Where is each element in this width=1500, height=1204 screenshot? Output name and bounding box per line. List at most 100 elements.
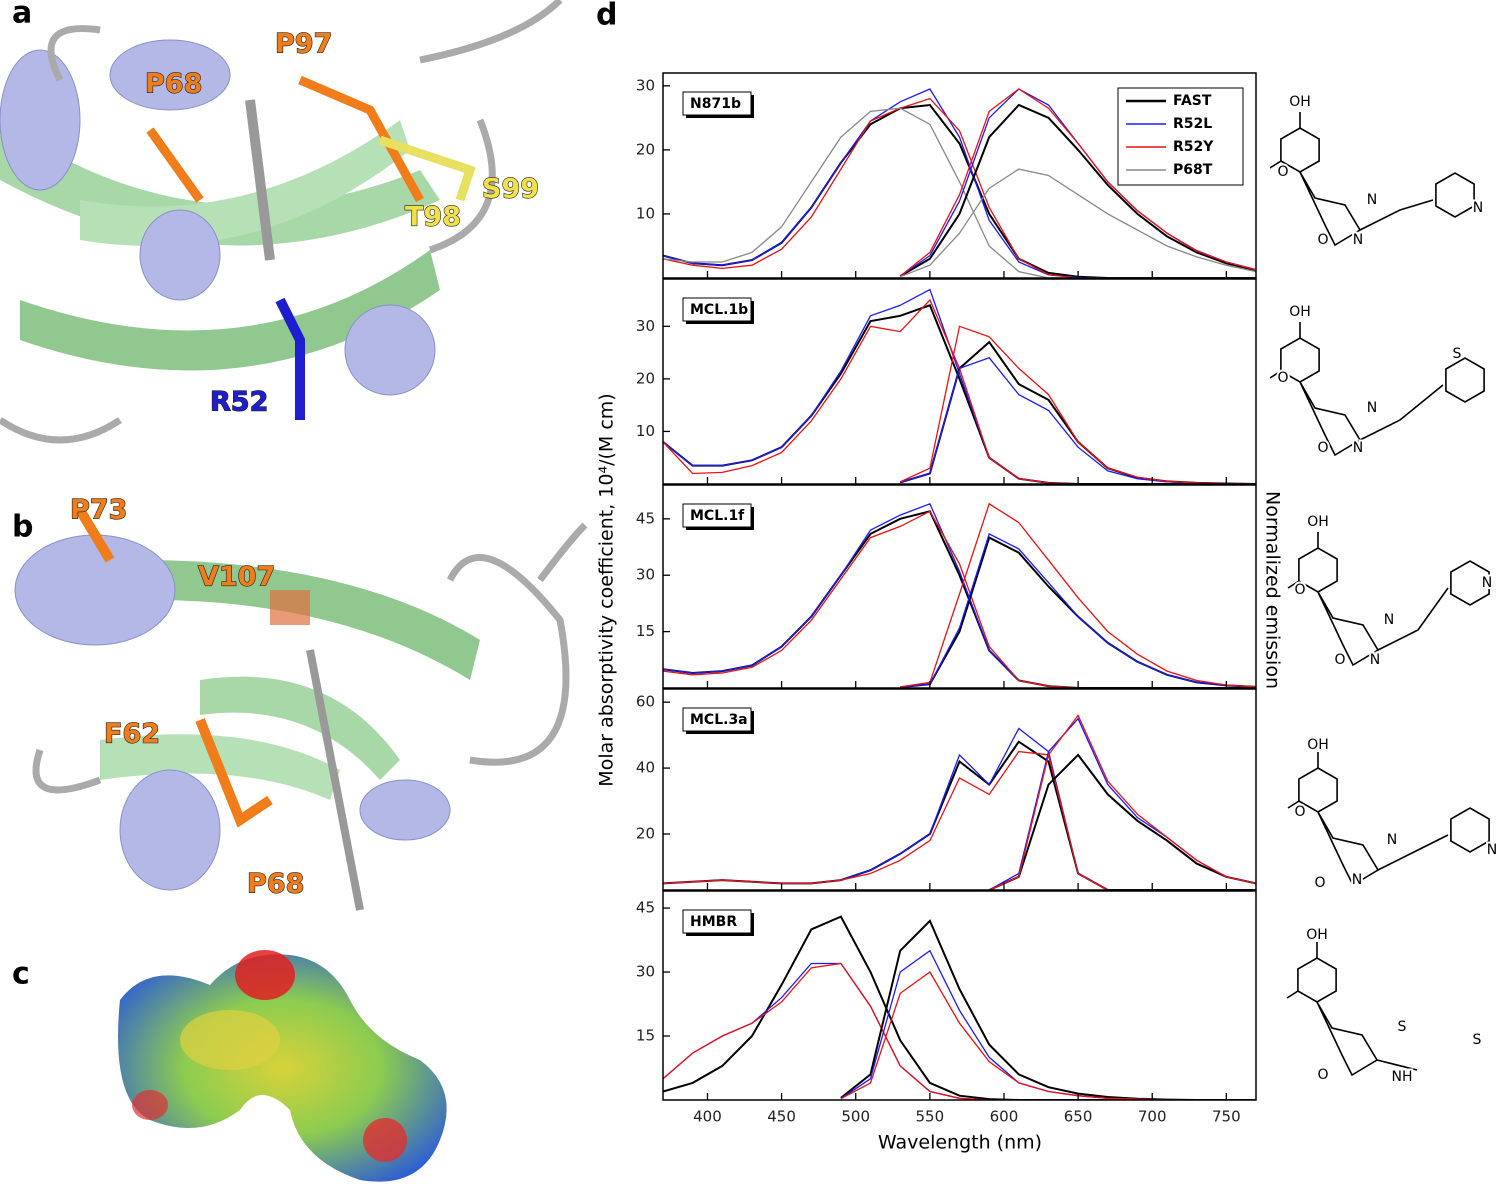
spectrum-line bbox=[900, 502, 1256, 688]
spectrum-line bbox=[663, 510, 1256, 688]
atom-label: O bbox=[1317, 440, 1328, 456]
atom-label: O bbox=[1317, 232, 1328, 248]
y-tick-label: 45 bbox=[636, 509, 655, 527]
legend-label: FAST bbox=[1173, 93, 1212, 109]
spectrum-line bbox=[899, 88, 1256, 277]
y-tick-label: 60 bbox=[636, 693, 655, 711]
panel-label: b bbox=[12, 510, 33, 545]
ring bbox=[1297, 957, 1337, 1003]
plot-area bbox=[663, 288, 1256, 484]
ring bbox=[1435, 172, 1475, 218]
spectrum-line bbox=[900, 357, 1256, 484]
atom-label: N bbox=[1482, 575, 1492, 591]
atom-label: N bbox=[1367, 192, 1377, 208]
atom-label: S bbox=[1473, 1032, 1482, 1048]
spectrum-line bbox=[899, 325, 1256, 484]
y-tick-label: 30 bbox=[636, 317, 655, 335]
spectrum-line bbox=[840, 971, 1256, 1100]
residue-label: T98 bbox=[405, 202, 461, 233]
atom-label: N bbox=[1387, 832, 1397, 848]
residue-label: P73 bbox=[70, 495, 127, 526]
spectrum-line bbox=[988, 717, 1256, 890]
residue-label: R52 bbox=[210, 387, 268, 418]
x-tick-label: 750 bbox=[1212, 1108, 1241, 1126]
plot-frame bbox=[662, 278, 1257, 485]
atom-label: O bbox=[1277, 164, 1288, 180]
atom-label: OH bbox=[1289, 304, 1311, 320]
atom-label: O bbox=[1334, 652, 1345, 668]
atom-label: OH bbox=[1307, 737, 1329, 753]
legend-label: P68T bbox=[1173, 162, 1213, 178]
protein-b bbox=[14, 507, 588, 911]
bonds bbox=[1269, 322, 1444, 457]
residue-label: P68 bbox=[247, 869, 304, 900]
plot-area bbox=[663, 915, 1256, 1100]
y-tick-label: 15 bbox=[636, 1027, 655, 1045]
spectrum-line bbox=[663, 510, 1256, 688]
plot-frame bbox=[662, 484, 1257, 689]
plot-frame bbox=[662, 890, 1257, 1101]
spectrum-line bbox=[663, 107, 1256, 278]
atom-label: N bbox=[1353, 232, 1363, 248]
spectrum-line bbox=[840, 919, 1256, 1100]
plot-frame bbox=[662, 688, 1257, 891]
x-tick-label: 450 bbox=[767, 1108, 796, 1126]
panel-title: MCL.1f bbox=[690, 508, 745, 524]
atom-label: S bbox=[1453, 346, 1462, 362]
ring bbox=[1450, 807, 1490, 853]
y-tick-label: 20 bbox=[636, 824, 655, 842]
y-tick-label: 10 bbox=[636, 204, 655, 222]
atom-label: N bbox=[1487, 842, 1497, 858]
panel-title: MCL.1b bbox=[690, 302, 748, 318]
atom-label: OH bbox=[1289, 94, 1311, 110]
bonds bbox=[1287, 752, 1449, 887]
title-box bbox=[682, 503, 752, 528]
plot-frame bbox=[662, 72, 1257, 279]
spectrum-line bbox=[899, 103, 1256, 277]
y-tick-label: 30 bbox=[636, 963, 655, 981]
ring bbox=[1450, 560, 1490, 606]
legend-label: R52Y bbox=[1173, 139, 1214, 155]
x-tick-label: 700 bbox=[1138, 1108, 1167, 1126]
y-tick-label: 45 bbox=[636, 899, 655, 917]
atom-label: O bbox=[1314, 875, 1325, 891]
spectrum-line bbox=[663, 962, 1256, 1100]
x-tick-label: 600 bbox=[990, 1108, 1019, 1126]
atom-label: O bbox=[1294, 804, 1305, 820]
atom-label: N bbox=[1352, 872, 1362, 888]
y-tick-label: 20 bbox=[636, 369, 655, 387]
atom-label: N bbox=[1370, 652, 1380, 668]
atom-label: O bbox=[1294, 582, 1305, 598]
atom-label: S bbox=[1398, 1019, 1407, 1035]
y-tick-label: 40 bbox=[636, 759, 655, 777]
atom-label: OH bbox=[1307, 514, 1329, 530]
x-tick-label: 650 bbox=[1064, 1108, 1093, 1126]
y2-axis-label: Normalized emission bbox=[1262, 491, 1284, 689]
residue-label: V107 bbox=[198, 562, 275, 593]
panel-title: N871b bbox=[690, 96, 741, 112]
atom-label: N bbox=[1367, 400, 1377, 416]
atom-label: O bbox=[1317, 1067, 1328, 1083]
bonds bbox=[1286, 942, 1418, 1077]
atom-label: N bbox=[1473, 200, 1483, 216]
spectrum-line bbox=[900, 532, 1256, 688]
x-axis-label: Wavelength (nm) bbox=[878, 1132, 1042, 1154]
x-tick-label: 400 bbox=[693, 1108, 722, 1126]
spectrum-line bbox=[663, 740, 1256, 890]
panel-title: HMBR bbox=[690, 914, 737, 930]
residue-label: P97 bbox=[275, 29, 332, 60]
legend-label: R52L bbox=[1173, 116, 1212, 132]
bonds bbox=[1269, 112, 1434, 247]
x-tick-label: 550 bbox=[916, 1108, 945, 1126]
spectrum-line bbox=[663, 750, 1256, 890]
title-box bbox=[682, 909, 752, 934]
spectrum-line bbox=[840, 949, 1256, 1100]
y-tick-label: 30 bbox=[636, 566, 655, 584]
legend-box bbox=[1117, 87, 1244, 186]
spectrum-line bbox=[663, 962, 1256, 1100]
panel-label: a bbox=[12, 0, 32, 31]
ring bbox=[1445, 357, 1485, 403]
atom-label: NH bbox=[1392, 1069, 1413, 1085]
plot-area bbox=[663, 88, 1256, 278]
